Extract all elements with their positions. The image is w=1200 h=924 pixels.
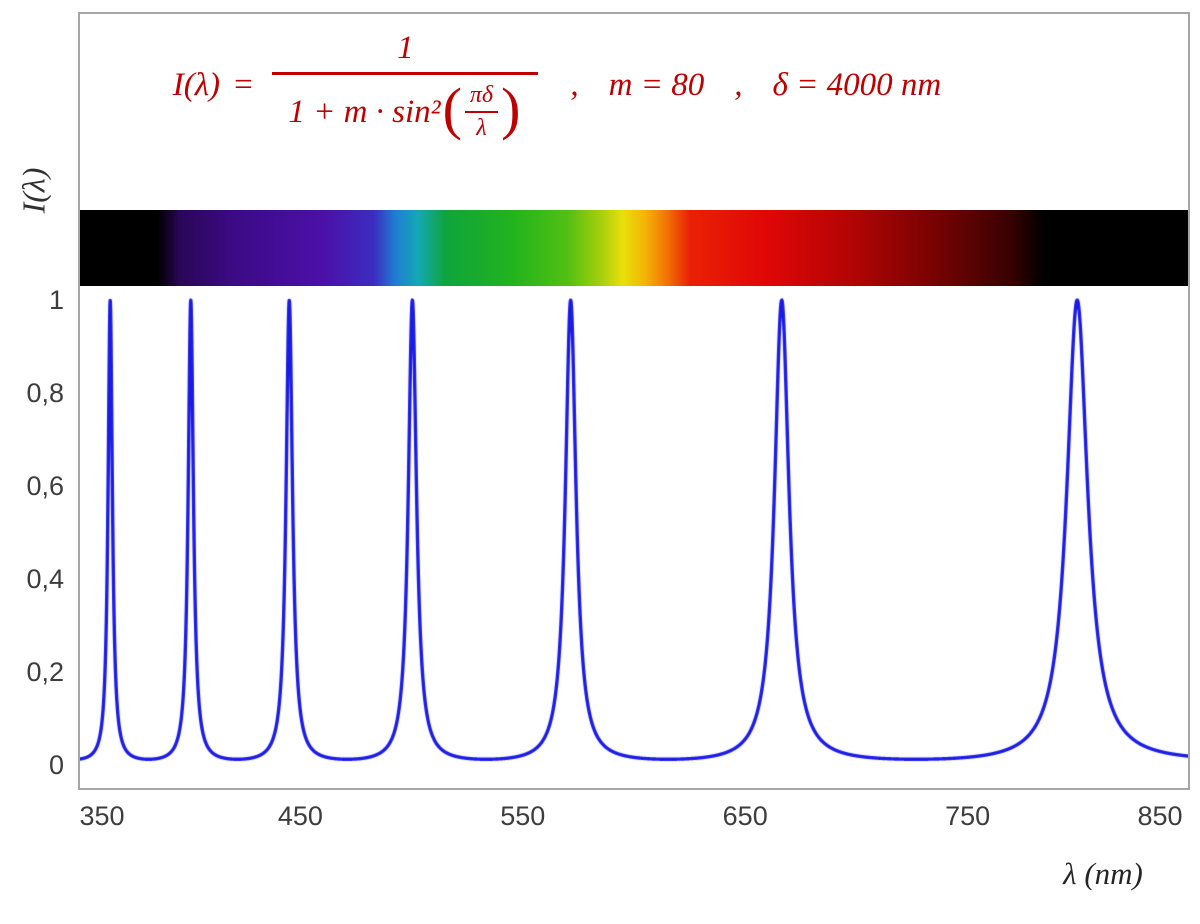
y-tick-label: 0	[48, 750, 64, 780]
x-tick-label: 550	[500, 801, 546, 831]
x-tick-label: 750	[945, 801, 991, 831]
denominator-text: 1 + m · sin²	[288, 93, 441, 130]
formula-lhs: I(λ)	[172, 67, 221, 104]
param-delta: δ = 4000 nm	[772, 67, 942, 104]
inner-denominator: λ	[476, 115, 487, 142]
formula-comma: ,	[734, 67, 743, 104]
fraction-numerator: 1	[397, 30, 414, 66]
intensity-curve	[80, 14, 1188, 788]
formula-fraction: 1 1 + m · sin² ( πδ λ )	[272, 30, 539, 142]
x-tick-label: 450	[277, 801, 323, 831]
x-tick-label: 650	[722, 801, 768, 831]
formula-comma: ,	[570, 67, 579, 104]
formula: I(λ) = 1 1 + m · sin² ( πδ λ ) , m = 80 …	[5, 30, 1113, 141]
x-tick-label: 850	[1137, 801, 1183, 831]
fraction-denominator: 1 + m · sin² ( πδ λ )	[272, 72, 539, 142]
inner-numerator: πδ	[464, 82, 499, 114]
y-axis-title: I(λ)	[15, 167, 52, 214]
plot-area: I(λ) = 1 1 + m · sin² ( πδ λ ) , m = 80 …	[78, 12, 1190, 790]
formula-equals: =	[232, 67, 255, 104]
open-paren: (	[442, 76, 462, 142]
y-tick-label: 0,2	[26, 657, 64, 687]
y-tick-label: 1	[48, 285, 64, 315]
y-tick-label: 0,8	[26, 378, 64, 408]
visible-spectrum-bar	[80, 210, 1188, 286]
x-tick-label: 350	[79, 801, 125, 831]
inner-fraction: πδ λ	[464, 82, 499, 142]
x-axis-title: λ (nm)	[1063, 856, 1143, 891]
y-tick-label: 0,4	[26, 564, 64, 594]
close-paren: )	[501, 76, 521, 142]
y-tick-label: 0,6	[26, 471, 64, 501]
param-m: m = 80	[608, 67, 705, 104]
